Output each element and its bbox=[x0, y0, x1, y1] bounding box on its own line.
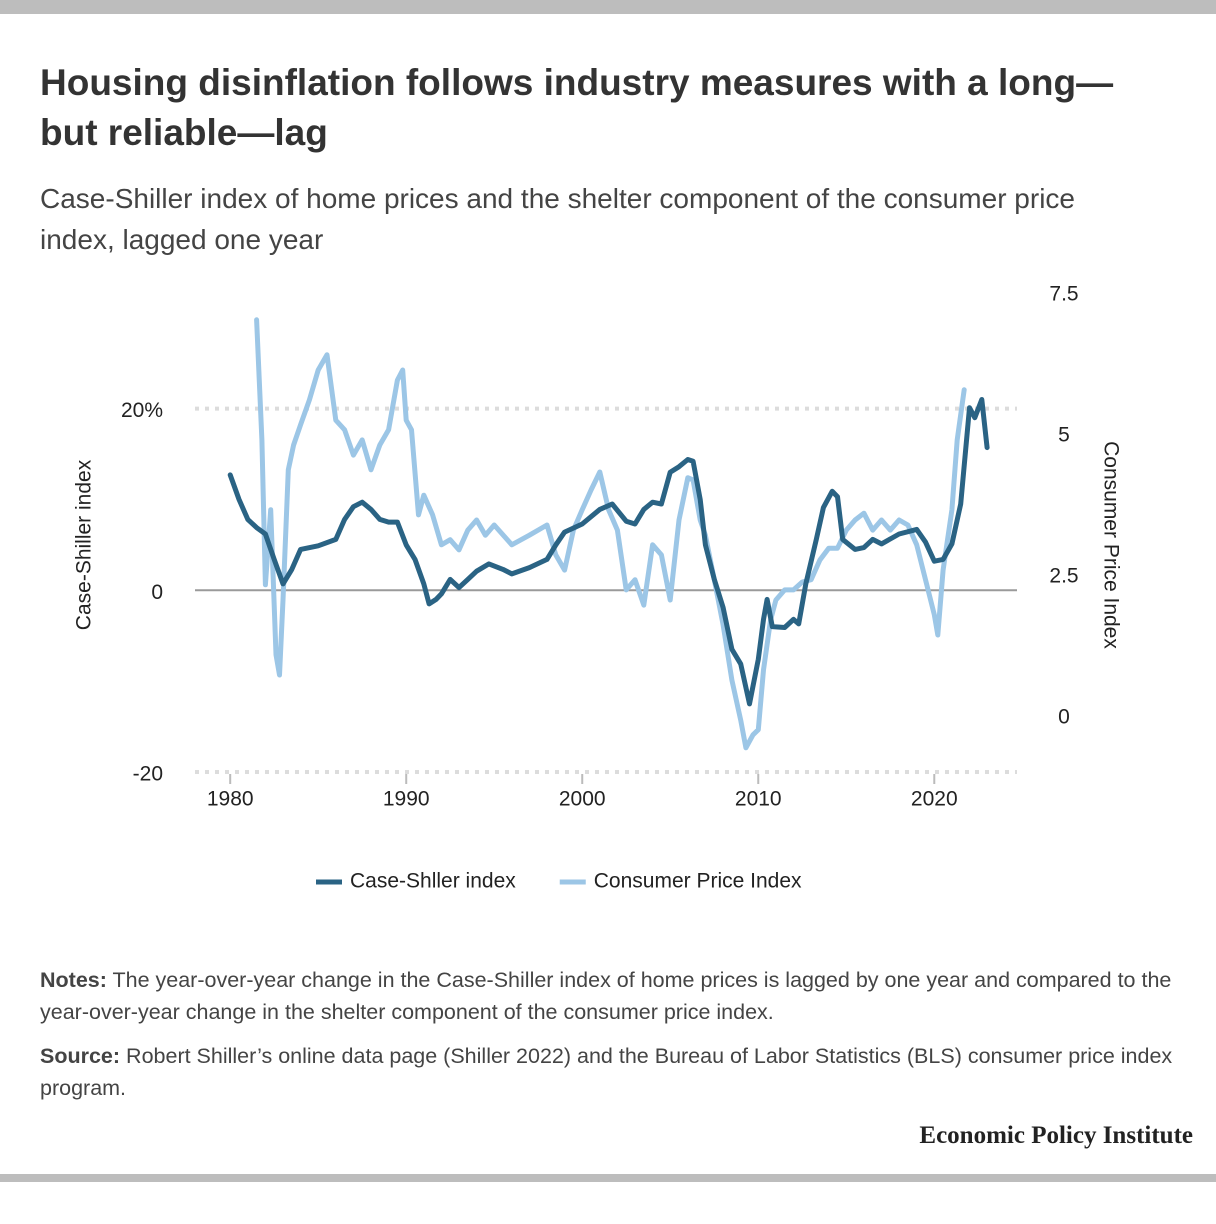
chart-title: Housing disinflation follows industry me… bbox=[40, 62, 1114, 153]
source-label: Source: bbox=[40, 1044, 121, 1068]
y-tick-label: 20% bbox=[121, 399, 163, 422]
chart-subtitle: Case-Shiller index of home prices and th… bbox=[40, 183, 1075, 255]
x-tick-label: 2010 bbox=[735, 788, 782, 811]
x-tick-label: 1990 bbox=[383, 788, 430, 811]
y-tick-label: 0 bbox=[151, 581, 163, 604]
notes-label: Notes: bbox=[40, 968, 107, 992]
bottom-bar bbox=[0, 1174, 1216, 1182]
y2-tick-label: 2.5 bbox=[1049, 564, 1078, 587]
y2-tick-label: 7.5 bbox=[1049, 283, 1078, 306]
y2-axis-label: Consumer Price Index bbox=[1099, 441, 1122, 649]
top-bar bbox=[0, 0, 1216, 14]
branding: Economic Policy Institute bbox=[919, 1122, 1193, 1149]
legend-label: Case-Shller index bbox=[350, 870, 516, 893]
x-tick-label: 2000 bbox=[559, 788, 606, 811]
source: Source: Robert Shiller’s online data pag… bbox=[40, 1040, 1180, 1104]
y2-tick-label: 0 bbox=[1058, 705, 1070, 728]
notes: Notes: The year-over-year change in the … bbox=[40, 964, 1180, 1028]
y-tick-label: -20 bbox=[133, 763, 163, 786]
x-tick-label: 2020 bbox=[911, 788, 958, 811]
x-tick-label: 1980 bbox=[207, 788, 254, 811]
source-text: Robert Shiller’s online data page (Shill… bbox=[40, 1044, 1173, 1100]
y-axis-label: Case-Shiller index bbox=[73, 459, 96, 630]
legend-label: Consumer Price Index bbox=[594, 870, 802, 893]
y2-tick-label: 5 bbox=[1058, 424, 1070, 447]
series-line bbox=[254, 317, 967, 751]
series-line bbox=[227, 397, 990, 707]
notes-text: The year-over-year change in the Case-Sh… bbox=[40, 968, 1172, 1024]
